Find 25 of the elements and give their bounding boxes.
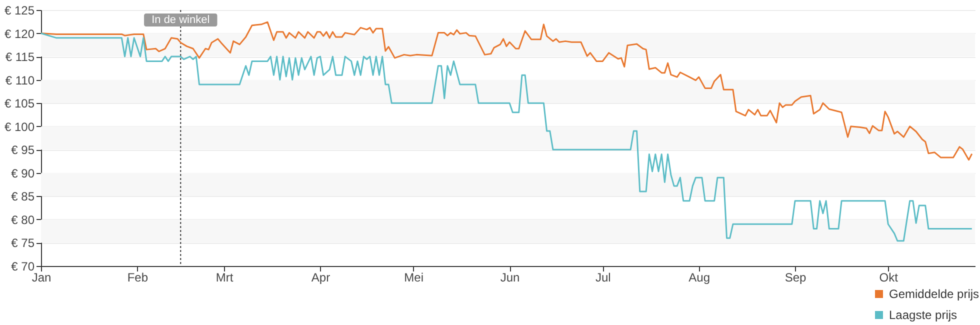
y-tick-label: € 125: [4, 4, 35, 18]
x-tick-label: Jun: [500, 270, 520, 284]
x-tick-label: Feb: [127, 270, 148, 284]
y-tick-label: € 80: [11, 212, 35, 227]
legend-label: Laagste prijs: [889, 308, 958, 322]
y-tick-label: € 70: [11, 260, 35, 274]
y-tick-label: € 75: [11, 236, 35, 250]
x-tick-label: Jan: [32, 270, 52, 284]
y-tick-label: € 115: [5, 50, 35, 64]
x-tick-label: Jul: [595, 270, 611, 284]
x-tick-label: Apr: [311, 270, 330, 284]
y-tick-label: € 100: [4, 120, 35, 134]
x-tick-label: Mrt: [216, 270, 234, 284]
ref-line-label: In de winkel: [152, 14, 210, 26]
y-tick-label: € 90: [11, 166, 35, 180]
legend-label: Gemiddelde prijs: [889, 287, 980, 301]
y-tick-label: € 95: [11, 143, 35, 158]
x-tick-label: Okt: [879, 270, 899, 284]
x-tick-label: Mei: [404, 270, 424, 284]
y-tick-label: € 120: [4, 26, 35, 41]
y-tick-label: € 85: [11, 190, 35, 204]
x-tick-label: Aug: [688, 270, 710, 284]
y-tick-label: € 105: [4, 96, 35, 111]
y-tick-label: € 110: [5, 73, 35, 88]
x-tick-label: Sep: [784, 270, 807, 284]
